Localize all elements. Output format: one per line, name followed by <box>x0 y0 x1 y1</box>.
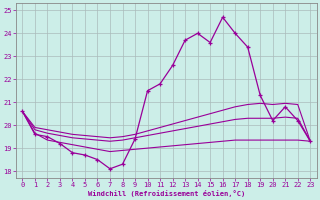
X-axis label: Windchill (Refroidissement éolien,°C): Windchill (Refroidissement éolien,°C) <box>88 190 245 197</box>
